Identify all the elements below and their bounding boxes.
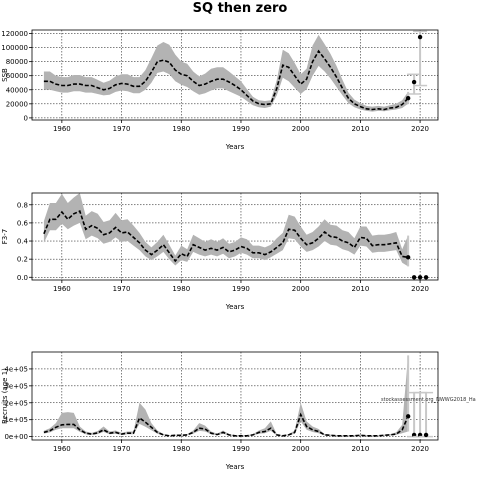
f-xtick-label: 2000 <box>292 285 310 293</box>
recruits-xtick-label: 2010 <box>351 445 369 453</box>
f-axes-frame <box>31 192 439 281</box>
f-ytick-label: 0.4 <box>17 238 29 246</box>
f-xtick-label: 2020 <box>411 285 429 293</box>
recruits-confidence-band <box>43 355 409 437</box>
f-projection-point <box>423 275 429 280</box>
f-xtick-label: 1970 <box>113 285 131 293</box>
ssb-xtick-label: 1980 <box>172 125 190 133</box>
f-xtick-label: 1960 <box>53 285 71 293</box>
recruits-ytick-label: 4e+05 <box>4 365 28 373</box>
f-point <box>405 255 411 260</box>
recruits-panel: 1960 1970 1980 1990 2000 2010 2020 0e+00 1e+05 2e… <box>1 351 439 471</box>
ssb-axes-frame <box>31 29 439 121</box>
ssb-ytick-label: 20000 <box>6 100 28 108</box>
recruits-ytick-label: 1e+05 <box>4 416 28 424</box>
f-xlabel: Years <box>225 303 245 311</box>
source-annotation: stockassessment.org_NWWG2018_Ha <box>381 397 476 403</box>
ssb-ytick-label: 100000 <box>1 44 28 52</box>
f-xtick-label: 1980 <box>172 285 190 293</box>
ssb-projection-point <box>411 79 417 85</box>
f-projection-point <box>411 275 417 280</box>
recruits-ytick-label: 3e+05 <box>4 382 28 390</box>
f-ytick-label: 0.6 <box>17 219 29 227</box>
f-xtick-label: 2010 <box>351 285 369 293</box>
ssb-xtick-label: 1970 <box>113 125 131 133</box>
f-ytick-label: 0.2 <box>17 256 28 264</box>
recruits-xtick-label: 1990 <box>232 445 250 453</box>
recruits-xtick-label: 1960 <box>53 445 71 453</box>
recruits-axes-frame <box>31 351 439 441</box>
ssb-ylabel: SSB <box>1 68 9 82</box>
recruits-xtick-label: 1980 <box>172 445 190 453</box>
recruits-ytick-label: 2e+05 <box>4 399 28 407</box>
recruits-xtick-label: 2020 <box>411 445 429 453</box>
ssb-estimate-line <box>43 49 409 111</box>
recruits-xlabel: Years <box>225 463 245 471</box>
recruits-point <box>405 414 411 419</box>
recruits-xtick-label: 2000 <box>292 445 310 453</box>
f-ytick-label: 0.8 <box>17 201 28 209</box>
f-ylabel: F3-7 <box>1 229 9 244</box>
f-estimate-line <box>43 210 409 263</box>
ssb-ytick-label: 40000 <box>6 86 28 94</box>
ssb-ytick-label: 120000 <box>1 30 28 38</box>
recruits-projection-point <box>423 432 429 438</box>
ssb-ytick-label: 60000 <box>6 72 28 80</box>
recruits-grid <box>32 352 438 440</box>
ssb-confidence-band <box>43 34 409 112</box>
figure-title: SQ then zero <box>193 1 288 16</box>
ssb-xtick-label: 2010 <box>351 125 369 133</box>
recruits-ytick-label: 0e+00 <box>4 433 28 441</box>
ssb-ytick-label: 80000 <box>6 58 28 66</box>
recruits-ylabel: Recruits (age 1) <box>1 368 9 424</box>
f-projection-point <box>417 275 423 280</box>
f-confidence-band <box>43 193 409 267</box>
ssb-xtick-label: 1960 <box>53 125 71 133</box>
ssb-projection-point <box>417 34 423 40</box>
f-ytick-label: 0.0 <box>17 274 28 282</box>
ssb-xtick-label: 2000 <box>292 125 310 133</box>
recruits-xtick-label: 1970 <box>113 445 131 453</box>
f-xtick-label: 1990 <box>232 285 250 293</box>
ssb-ytick-label: 0 <box>24 114 28 122</box>
recruits-estimate-line <box>43 412 409 437</box>
ssb-xtick-label: 1990 <box>232 125 250 133</box>
f-panel: 1960 1970 1980 1990 2000 2010 2020 0.0 0.2 0.4 0.6… <box>1 192 439 311</box>
ssb-point <box>405 96 411 101</box>
ssb-xlabel: Years <box>225 143 245 151</box>
ssb-xtick-label: 2020 <box>411 125 429 133</box>
ssb-panel: 1960 1970 1980 1990 2000 2010 2020 0 20000 40000 6… <box>1 29 439 151</box>
